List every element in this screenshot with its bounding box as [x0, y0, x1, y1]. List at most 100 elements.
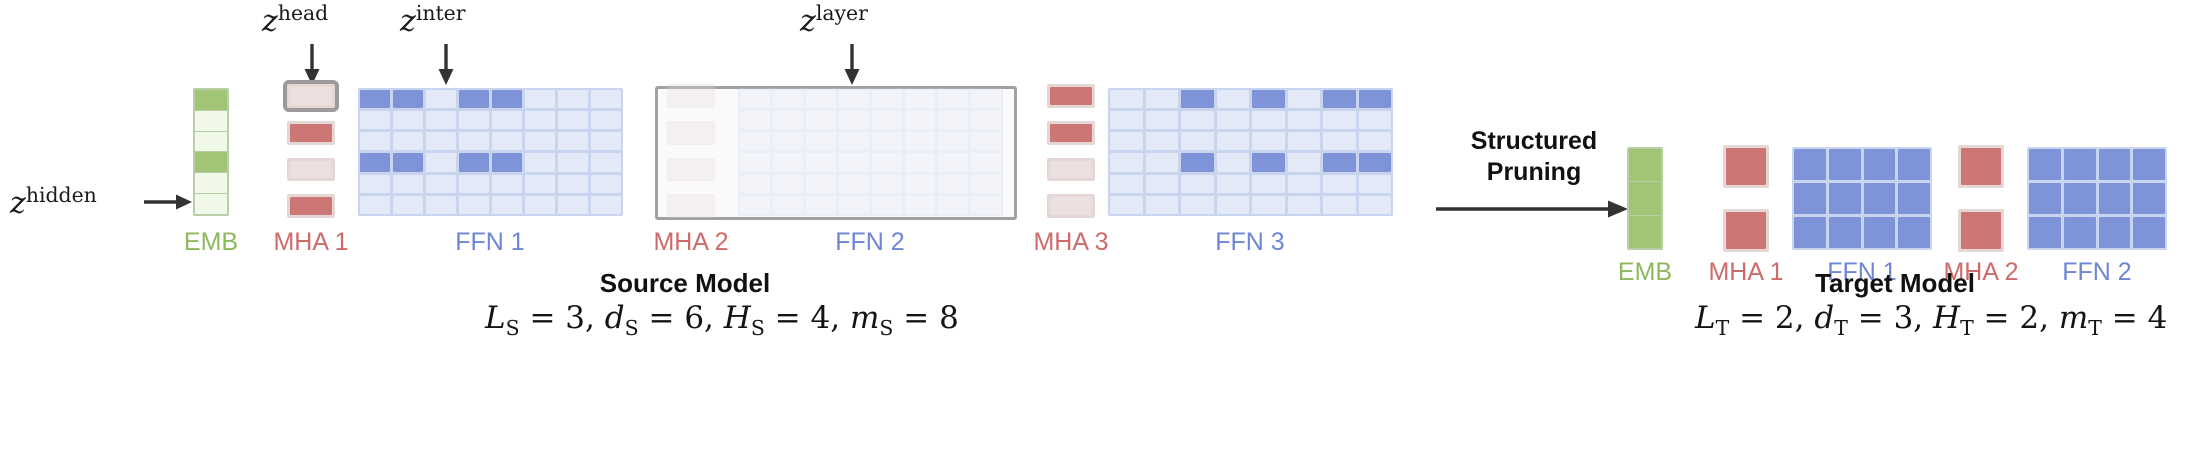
ffn-cell[interactable]: [426, 132, 456, 151]
ffn-cell[interactable]: [393, 153, 423, 172]
emb-cell[interactable]: [195, 152, 227, 173]
ffn-cell[interactable]: [2098, 217, 2131, 248]
ffn-cell[interactable]: [740, 132, 770, 151]
ffn-cell[interactable]: [806, 111, 836, 130]
ffn-cell[interactable]: [740, 111, 770, 130]
ffn-cell[interactable]: [773, 153, 803, 172]
ffn-cell[interactable]: [806, 90, 836, 109]
ffn-cell[interactable]: [1287, 132, 1320, 151]
emb-cell[interactable]: [195, 131, 227, 152]
ffn-cell[interactable]: [591, 174, 621, 193]
ffn-cell[interactable]: [2133, 149, 2165, 180]
ffn-cell[interactable]: [393, 195, 423, 214]
ffn-cell[interactable]: [360, 111, 390, 130]
ffn-cell[interactable]: [905, 174, 935, 193]
ffn-cell[interactable]: [938, 132, 968, 151]
ffn-cell[interactable]: [1252, 132, 1285, 151]
ffn-cell[interactable]: [971, 90, 1001, 109]
ffn-cell[interactable]: [1181, 153, 1214, 172]
ffn-cell[interactable]: [459, 111, 489, 130]
ffn-cell[interactable]: [1358, 195, 1391, 214]
ffn-cell[interactable]: [806, 153, 836, 172]
mha-head-cell[interactable]: [287, 157, 335, 182]
ffn-cell[interactable]: [1358, 111, 1391, 130]
ffn-cell[interactable]: [1898, 149, 1930, 180]
source-mha3-column[interactable]: [1047, 84, 1095, 218]
ffn-cell[interactable]: [1145, 153, 1178, 172]
mha-head-cell[interactable]: [667, 194, 715, 218]
ffn-cell[interactable]: [1252, 195, 1285, 214]
mha-head-cell-selected[interactable]: [283, 80, 339, 112]
ffn-cell[interactable]: [839, 111, 869, 130]
mha-head-cell[interactable]: [1047, 84, 1095, 108]
ffn-cell[interactable]: [591, 195, 621, 214]
ffn-cell[interactable]: [1323, 132, 1356, 151]
ffn-cell[interactable]: [905, 195, 935, 214]
ffn-cell[interactable]: [2133, 183, 2165, 214]
ffn-cell[interactable]: [2098, 183, 2131, 214]
ffn-cell[interactable]: [2133, 217, 2165, 248]
ffn-cell[interactable]: [905, 111, 935, 130]
ffn-cell[interactable]: [360, 90, 390, 109]
ffn-cell[interactable]: [525, 195, 555, 214]
ffn-cell[interactable]: [2063, 149, 2096, 180]
ffn-cell[interactable]: [459, 90, 489, 109]
ffn-cell[interactable]: [2098, 149, 2131, 180]
ffn-cell[interactable]: [1181, 90, 1214, 109]
mha-head-cell[interactable]: [1958, 209, 2004, 252]
ffn-cell[interactable]: [938, 111, 968, 130]
ffn-cell[interactable]: [1145, 132, 1178, 151]
ffn-cell[interactable]: [591, 132, 621, 151]
ffn-cell[interactable]: [806, 132, 836, 151]
mha-head-cell[interactable]: [1723, 145, 1769, 188]
ffn-cell[interactable]: [1216, 174, 1249, 193]
ffn-cell[interactable]: [1216, 195, 1249, 214]
ffn-cell[interactable]: [839, 153, 869, 172]
ffn-cell[interactable]: [971, 153, 1001, 172]
ffn-cell[interactable]: [1181, 132, 1214, 151]
ffn-cell[interactable]: [740, 153, 770, 172]
ffn-cell[interactable]: [740, 195, 770, 214]
ffn-cell[interactable]: [938, 90, 968, 109]
mha-head-cell[interactable]: [287, 194, 335, 218]
ffn-cell[interactable]: [459, 195, 489, 214]
ffn-cell[interactable]: [2063, 183, 2096, 214]
ffn-cell[interactable]: [839, 90, 869, 109]
ffn-cell[interactable]: [1252, 153, 1285, 172]
ffn-cell[interactable]: [1216, 132, 1249, 151]
mha-head-cell[interactable]: [667, 157, 715, 182]
ffn-cell[interactable]: [1828, 217, 1861, 248]
ffn-cell[interactable]: [360, 132, 390, 151]
ffn-cell[interactable]: [1110, 195, 1143, 214]
ffn-cell[interactable]: [839, 195, 869, 214]
ffn-cell[interactable]: [1898, 183, 1930, 214]
ffn-cell[interactable]: [426, 195, 456, 214]
source-emb-column[interactable]: [193, 88, 229, 216]
ffn-cell[interactable]: [558, 90, 588, 109]
emb-cell[interactable]: [1629, 149, 1661, 182]
ffn-cell[interactable]: [492, 174, 522, 193]
ffn-cell[interactable]: [872, 153, 902, 172]
ffn-cell[interactable]: [1358, 132, 1391, 151]
ffn-cell[interactable]: [1794, 183, 1826, 214]
ffn-cell[interactable]: [872, 195, 902, 214]
ffn-cell[interactable]: [1110, 174, 1143, 193]
ffn-cell[interactable]: [971, 132, 1001, 151]
ffn-cell[interactable]: [1863, 217, 1896, 248]
ffn-cell[interactable]: [1252, 111, 1285, 130]
ffn-cell[interactable]: [1794, 217, 1826, 248]
ffn-cell[interactable]: [459, 153, 489, 172]
target-ffn1-grid[interactable]: [1792, 147, 1932, 250]
ffn-cell[interactable]: [806, 195, 836, 214]
ffn-cell[interactable]: [591, 153, 621, 172]
ffn-cell[interactable]: [1828, 183, 1861, 214]
ffn-cell[interactable]: [1898, 217, 1930, 248]
ffn-cell[interactable]: [1323, 90, 1356, 109]
emb-cell[interactable]: [195, 90, 227, 110]
ffn-cell[interactable]: [1287, 174, 1320, 193]
ffn-cell[interactable]: [1794, 149, 1826, 180]
mha-head-cell[interactable]: [1047, 120, 1095, 145]
ffn-cell[interactable]: [905, 90, 935, 109]
ffn-cell[interactable]: [492, 153, 522, 172]
ffn-cell[interactable]: [426, 153, 456, 172]
